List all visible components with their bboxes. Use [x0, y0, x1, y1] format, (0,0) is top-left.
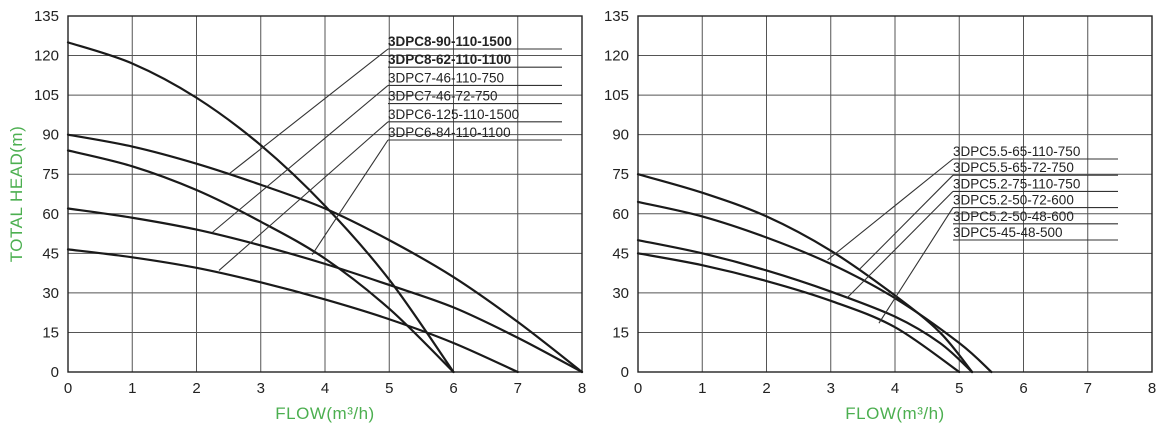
y-tick-label: 60: [42, 206, 59, 223]
y-tick-label: 120: [34, 48, 59, 65]
x-tick-label: 1: [698, 380, 706, 397]
series-label: 3DPC8-90-110-1500: [388, 34, 512, 49]
leader-line: [228, 48, 389, 175]
y-tick-label: 45: [42, 245, 59, 262]
chart-right: 0 1 2 3 4 5 6 7 80153045607590105120135FLOW(m³/h…: [604, 8, 1156, 423]
plot-frame: [637, 15, 1153, 373]
series-line: [636, 173, 974, 374]
series-label: 3DPC5-45-48-500: [953, 225, 1063, 240]
series-label: 3DPC7-46-110-750: [388, 70, 504, 85]
series-line: [66, 248, 519, 374]
y-tick-label: 75: [612, 166, 629, 183]
series-label: 3DPC5.2-50-48-600: [953, 209, 1074, 224]
y-tick-label: 0: [621, 364, 629, 381]
x-tick-label: 8: [1148, 380, 1156, 397]
leader-line: [827, 158, 954, 261]
x-tick-label: 3: [257, 380, 265, 397]
series-line: [636, 239, 974, 374]
series-line: [636, 252, 961, 374]
leader-line: [859, 174, 954, 270]
y-tick-label: 30: [42, 285, 59, 302]
y-tick-label: 60: [612, 206, 629, 223]
series-label: 3DPC5.2-50-72-600: [953, 193, 1074, 208]
series-curves: [636, 173, 993, 374]
y-tick-label: 105: [604, 87, 629, 104]
series-label: 3DPC8-62-110-1100: [388, 52, 511, 67]
x-tick-label: 5: [955, 380, 963, 397]
x-axis-title: FLOW(m³/h): [845, 404, 944, 423]
series-line: [66, 149, 455, 374]
x-tick-label: 6: [1019, 380, 1027, 397]
series-line: [66, 41, 455, 374]
leader-line: [311, 139, 389, 255]
callout-labels: 3DPC5.5-65-110-7503DPC5.5-65-72-7503DPC5…: [827, 144, 1118, 324]
series-line: [66, 133, 584, 374]
series-line: [636, 200, 993, 374]
series-curves: [66, 41, 584, 374]
x-tick-label: 0: [634, 380, 642, 397]
y-tick-label: 120: [604, 48, 629, 65]
x-tick-label: 2: [762, 380, 770, 397]
y-tick-label: 90: [42, 127, 59, 144]
x-tick-label: 5: [385, 380, 393, 397]
grid: [637, 15, 1153, 373]
y-tick-label: 15: [42, 324, 59, 341]
y-tick-label: 0: [51, 364, 59, 381]
y-tick-label: 135: [604, 8, 629, 25]
x-tick-label: 7: [1084, 380, 1092, 397]
y-tick-label: 30: [612, 285, 629, 302]
series-label: 3DPC5.2-75-110-750: [953, 176, 1080, 191]
x-tick-label: 7: [514, 380, 522, 397]
leader-line: [878, 207, 954, 324]
leader-line: [846, 191, 954, 299]
leader-line: [218, 121, 389, 271]
leader-line: [212, 84, 389, 233]
chart-left: 0 1 2 3 4 5 6 7 80153045607590105120135FLOW(m³/h…: [7, 8, 586, 423]
series-line: [66, 207, 584, 374]
series-label: 3DPC5.5-65-72-750: [953, 160, 1074, 175]
x-tick-label: 0: [64, 380, 72, 397]
grid: [67, 15, 583, 373]
x-tick-label: 4: [891, 380, 899, 397]
x-tick-label: 1: [128, 380, 136, 397]
y-axis-title: TOTAL HEAD(m): [7, 126, 26, 263]
series-label: 3DPC6-125-110-1500: [388, 107, 519, 122]
series-label: 3DPC5.5-65-110-750: [953, 144, 1080, 159]
x-tick-label: 3: [827, 380, 835, 397]
x-tick-label: 2: [192, 380, 200, 397]
x-tick-label: 4: [321, 380, 329, 397]
y-tick-label: 105: [34, 87, 59, 104]
series-label: 3DPC6-84-110-1100: [388, 125, 511, 140]
y-tick-label: 45: [612, 245, 629, 262]
y-tick-label: 15: [612, 324, 629, 341]
x-tick-label: 6: [449, 380, 457, 397]
callout-labels: 3DPC8-90-110-1500 3DPC8-62-110-1100 3DPC7-…: [212, 34, 562, 271]
series-label: 3DPC7-46-72-750: [388, 89, 498, 104]
x-axis-title: FLOW(m³/h): [275, 404, 374, 423]
plot-frame: [67, 15, 583, 373]
y-tick-label: 90: [612, 127, 629, 144]
x-tick-label: 8: [578, 380, 586, 397]
y-tick-label: 135: [34, 8, 59, 25]
y-tick-label: 75: [42, 166, 59, 183]
